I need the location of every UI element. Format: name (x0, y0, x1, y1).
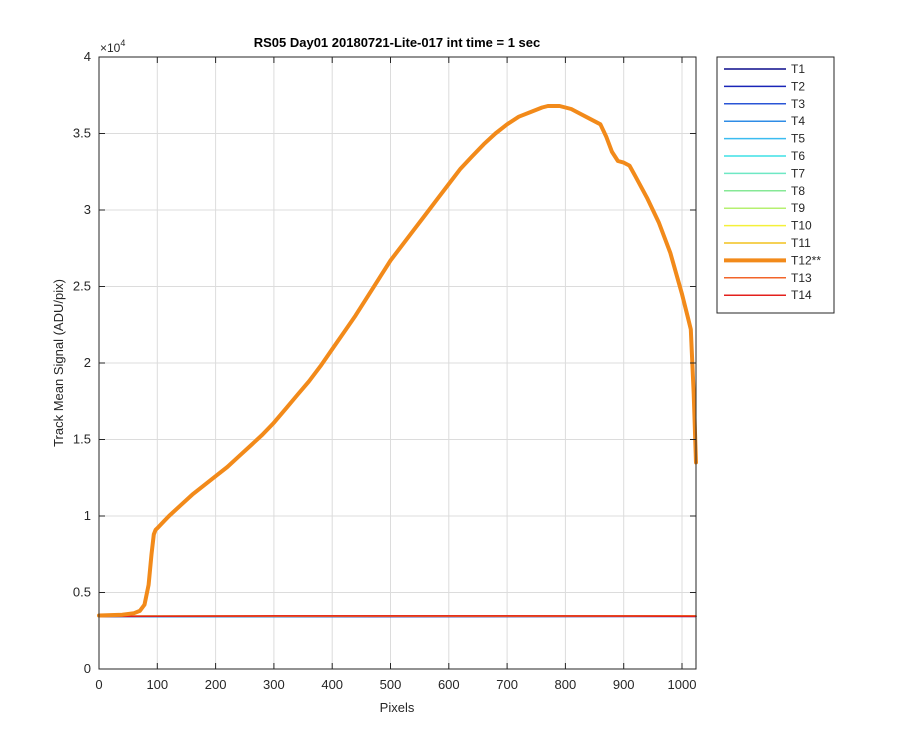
x-axis-label: Pixels (380, 700, 415, 715)
chart-title: RS05 Day01 20180721-Lite-017 int time = … (254, 35, 541, 50)
y-tick-label: 2.5 (73, 279, 91, 294)
legend-label: T13 (791, 271, 812, 285)
legend-items: T1 T2 T3 T4 T5 T6 T7 T8 T9 T10 T11 T12** T13 T14 (724, 62, 821, 302)
y-axis: 0 0.5 1 1.5 2 2.5 3 3.5 4 (73, 49, 696, 676)
legend-label: T7 (791, 166, 805, 180)
grid-lines (99, 57, 696, 669)
y-tick-label: 0.5 (73, 585, 91, 600)
y-exponent: ×104 (100, 38, 125, 55)
x-tick-label: 900 (613, 677, 635, 692)
x-tick-label: 100 (146, 677, 168, 692)
y-tick-label: 4 (84, 49, 91, 64)
y-tick-label: 1 (84, 508, 91, 523)
y-tick-label: 3 (84, 202, 91, 217)
x-tick-label: 500 (380, 677, 402, 692)
legend-label: T2 (791, 79, 805, 93)
y-tick-label: 1.5 (73, 432, 91, 447)
legend-label: T9 (791, 201, 805, 215)
x-tick-label: 700 (496, 677, 518, 692)
legend-label: T8 (791, 184, 805, 198)
legend-label: T3 (791, 97, 805, 111)
legend-label: T1 (791, 62, 805, 76)
legend-label: T12** (791, 253, 821, 267)
y-tick-label: 3.5 (73, 126, 91, 141)
legend-label: T4 (791, 114, 805, 128)
legend-label: T14 (791, 288, 812, 302)
y-exponent-power: 4 (120, 38, 125, 48)
legend-label: T5 (791, 132, 805, 146)
x-tick-label: 300 (263, 677, 285, 692)
x-tick-label: 600 (438, 677, 460, 692)
series-line-t14 (98, 615, 697, 618)
x-tick-label: 800 (555, 677, 577, 692)
y-tick-label: 0 (84, 661, 91, 676)
legend-label: T11 (791, 236, 811, 250)
y-tick-label: 2 (84, 355, 91, 370)
y-axis-label: Track Mean Signal (ADU/pix) (51, 279, 66, 447)
x-axis: 0 100 200 300 400 500 600 700 800 900 1000 (95, 57, 696, 692)
x-tick-label: 400 (321, 677, 343, 692)
series-lines (97, 104, 698, 618)
x-tick-label: 0 (95, 677, 102, 692)
legend-box (716, 56, 835, 314)
x-tick-label: 1000 (668, 677, 697, 692)
y-exponent-base: ×10 (100, 41, 121, 55)
legend: T1 T2 T3 T4 T5 T6 T7 T8 T9 T10 T11 T12** T13 T14 (716, 56, 835, 314)
legend-label: T10 (791, 219, 812, 233)
x-tick-label: 200 (205, 677, 227, 692)
legend-label: T6 (791, 149, 805, 163)
series-line-t12 (97, 104, 698, 618)
